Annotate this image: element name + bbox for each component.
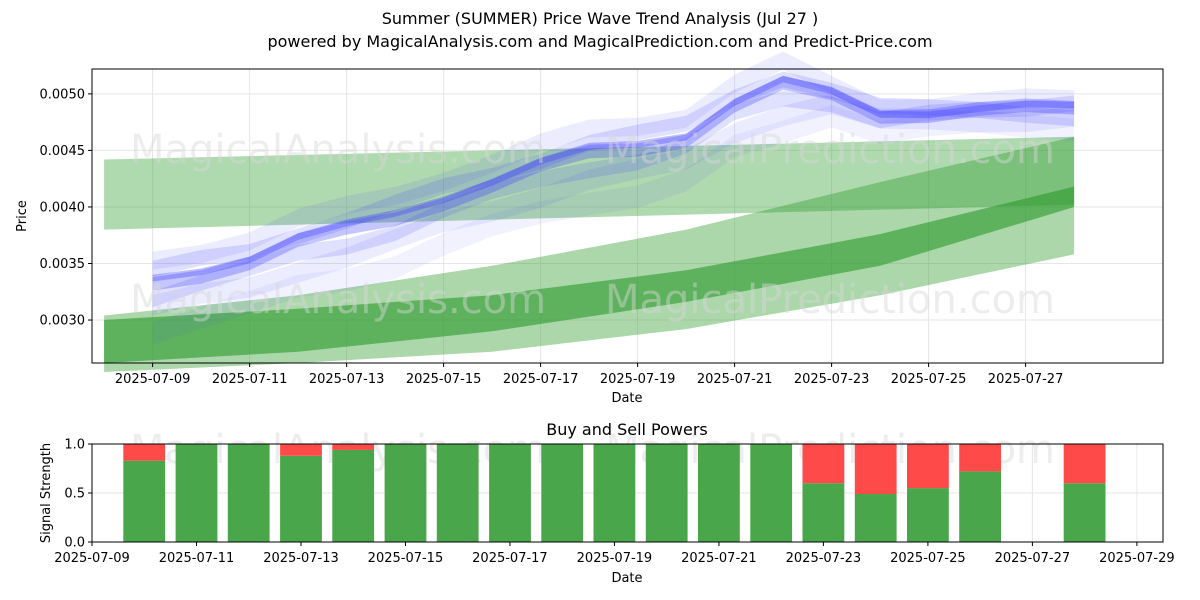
y-tick-label: 0.0040 bbox=[40, 200, 86, 215]
blue-wave-band bbox=[152, 75, 1075, 282]
x-tick-label: 2025-07-21 bbox=[697, 372, 773, 387]
x-tick-label: 2025-07-15 bbox=[368, 551, 444, 566]
blue-wave-band bbox=[152, 76, 1075, 291]
x-axis-label: Date bbox=[611, 391, 642, 406]
watermark-text: MagicalAnalysis.com bbox=[130, 127, 546, 173]
sell-bar bbox=[332, 444, 375, 450]
sell-bar bbox=[802, 444, 845, 484]
x-tick-label: 2025-07-17 bbox=[472, 551, 548, 566]
x-tick-label: 2025-07-13 bbox=[309, 372, 385, 387]
power-x-axis-label: Date bbox=[611, 571, 642, 586]
y-axis-label: Price bbox=[15, 200, 30, 232]
y-tick-label: 0.0 bbox=[64, 536, 85, 551]
x-tick-label: 2025-07-17 bbox=[503, 372, 579, 387]
sell-bar bbox=[1063, 444, 1106, 484]
x-tick-label: 2025-07-29 bbox=[1099, 551, 1175, 566]
y-tick-label: 0.0035 bbox=[40, 257, 86, 272]
x-tick-label: 2025-07-09 bbox=[54, 551, 130, 566]
power-bars bbox=[123, 444, 1106, 542]
x-tick-label: 2025-07-09 bbox=[115, 372, 191, 387]
buy-bar bbox=[802, 483, 845, 542]
x-tick-label: 2025-07-13 bbox=[263, 551, 339, 566]
y-tick-label: 0.0030 bbox=[40, 314, 86, 329]
x-tick-label: 2025-07-21 bbox=[681, 551, 757, 566]
watermark-text: MagicalPrediction.com bbox=[605, 127, 1055, 173]
x-tick-label: 2025-07-27 bbox=[995, 551, 1071, 566]
power-chart-title: Buy and Sell Powers bbox=[546, 420, 708, 439]
x-tick-label: 2025-07-19 bbox=[577, 551, 653, 566]
buy-bar bbox=[280, 455, 322, 542]
green-wave-band bbox=[104, 136, 1075, 230]
x-tick-label: 2025-07-23 bbox=[794, 372, 870, 387]
buy-bar bbox=[593, 444, 636, 542]
watermark-text: MagicalPrediction.com bbox=[605, 277, 1055, 323]
blue-wave-band bbox=[152, 90, 1075, 308]
x-tick-label: 2025-07-11 bbox=[159, 551, 235, 566]
power-chart-ticks: 2025-07-09 2025-07-11 2025-07-13 2025-07-15… bbox=[54, 438, 1174, 567]
x-tick-label: 2025-07-25 bbox=[891, 372, 967, 387]
sell-bar bbox=[854, 444, 897, 494]
buy-bar bbox=[698, 444, 740, 542]
buy-bar bbox=[384, 444, 427, 542]
chart-subtitle: powered by MagicalAnalysis.com and Magic… bbox=[267, 32, 933, 51]
buy-bar bbox=[750, 444, 793, 542]
buy-bar bbox=[541, 444, 584, 542]
x-tick-label: 2025-07-23 bbox=[786, 551, 862, 566]
chart-title: Summer (SUMMER) Price Wave Trend Analysi… bbox=[381, 9, 819, 28]
buy-bar bbox=[332, 449, 375, 542]
x-tick-label: 2025-07-11 bbox=[212, 372, 288, 387]
sell-bar bbox=[907, 444, 949, 489]
buy-bar bbox=[227, 444, 270, 542]
green-wave-band bbox=[104, 136, 1075, 372]
buy-bar bbox=[854, 494, 897, 542]
y-tick-label: 0.0050 bbox=[40, 87, 86, 102]
x-tick-label: 2025-07-15 bbox=[406, 372, 482, 387]
buy-bar bbox=[959, 471, 1001, 542]
blue-wave-band bbox=[152, 104, 1075, 345]
x-tick-label: 2025-07-25 bbox=[890, 551, 966, 566]
buy-bar bbox=[175, 444, 218, 542]
sell-bar bbox=[123, 444, 166, 461]
sell-bar bbox=[959, 444, 1001, 472]
power-y-axis-label: Signal Strength bbox=[39, 443, 54, 543]
price-chart-ticks: 2025-07-09 2025-07-11 2025-07-13 2025-07-15… bbox=[40, 87, 1064, 387]
green-wave-overlap bbox=[104, 186, 1075, 363]
price-chart-grid bbox=[92, 69, 1163, 363]
y-tick-label: 0.0045 bbox=[40, 144, 86, 159]
buy-bar bbox=[436, 444, 479, 542]
blue-wave-bands bbox=[152, 51, 1075, 345]
price-chart-frame bbox=[91, 68, 1164, 364]
buy-bar bbox=[907, 488, 949, 542]
buy-bar bbox=[489, 444, 531, 542]
buy-bar bbox=[645, 444, 688, 542]
green-wave-band bbox=[104, 186, 1075, 363]
y-tick-label: 1.0 bbox=[64, 438, 85, 453]
x-tick-label: 2025-07-19 bbox=[600, 372, 676, 387]
buy-bar bbox=[1063, 483, 1106, 542]
y-tick-label: 0.5 bbox=[64, 487, 85, 502]
blue-wave-band bbox=[152, 51, 1075, 270]
watermark-text: MagicalAnalysis.com bbox=[130, 277, 546, 323]
blue-wave-band bbox=[152, 71, 1075, 277]
x-tick-label: 2025-07-27 bbox=[988, 372, 1064, 387]
sell-bar bbox=[280, 444, 322, 456]
green-wave-bands bbox=[104, 136, 1075, 372]
blue-wave-band bbox=[152, 93, 1075, 316]
buy-bar bbox=[123, 460, 166, 542]
